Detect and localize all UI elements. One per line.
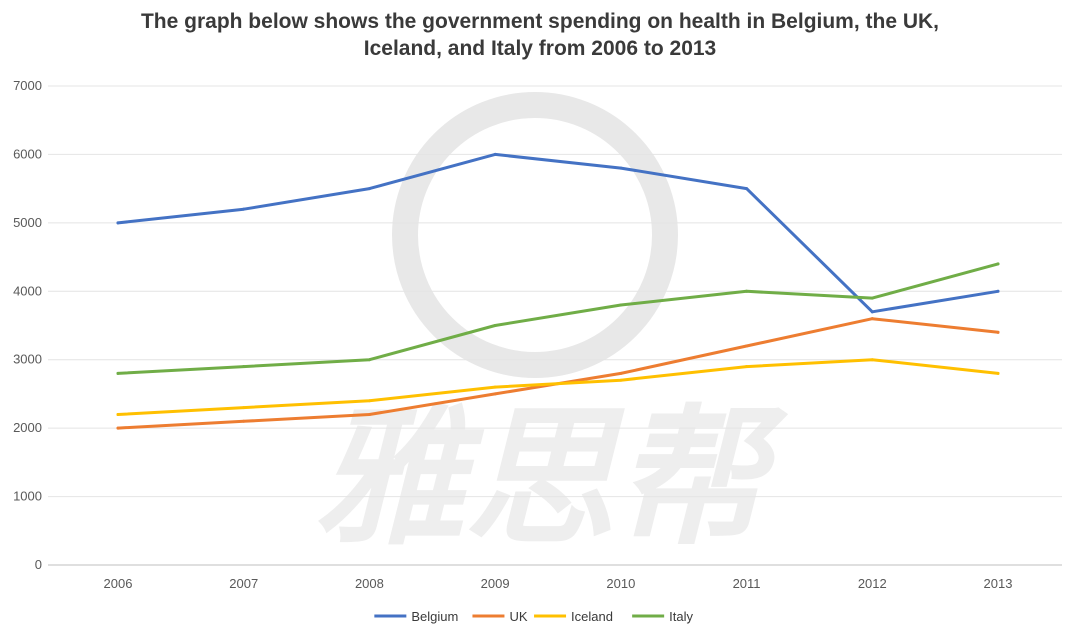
legend-label-belgium: Belgium <box>411 609 458 624</box>
data-point-iceland <box>242 406 246 410</box>
data-point-italy <box>996 262 1000 266</box>
data-point-belgium <box>116 221 120 225</box>
data-point-belgium <box>367 187 371 191</box>
data-point-uk <box>870 317 874 321</box>
data-point-uk <box>745 344 749 348</box>
data-point-uk <box>116 426 120 430</box>
y-tick-label: 4000 <box>13 283 42 298</box>
data-point-iceland <box>996 371 1000 375</box>
series-lines <box>116 152 1000 430</box>
data-point-iceland <box>367 399 371 403</box>
y-tick-label: 7000 <box>13 78 42 93</box>
x-tick-label: 2006 <box>104 576 133 591</box>
data-point-italy <box>242 365 246 369</box>
legend: Belgium UK Iceland Italy <box>374 609 693 624</box>
x-tick-label: 2012 <box>858 576 887 591</box>
data-point-italy <box>493 324 497 327</box>
chart-title-line-2: Iceland, and Italy from 2006 to 2013 <box>363 37 717 60</box>
chart-title: The graph below shows the government spe… <box>0 8 1080 62</box>
legend-label-iceland: Iceland <box>571 609 613 624</box>
data-point-uk <box>367 412 371 416</box>
data-point-uk <box>619 371 623 375</box>
data-point-italy <box>367 358 371 362</box>
data-point-belgium <box>619 166 623 170</box>
series-line-iceland <box>116 358 1000 416</box>
series-line-belgium <box>116 152 1000 314</box>
watermark-text: 雅思帮 <box>315 392 789 566</box>
x-tick-label: 2007 <box>229 576 258 591</box>
x-tick-label: 2010 <box>606 576 635 591</box>
y-tick-label: 1000 <box>13 489 42 504</box>
y-tick-label: 0 <box>35 557 42 572</box>
series-line-italy <box>116 262 1000 375</box>
data-point-belgium <box>996 289 1000 293</box>
data-point-iceland <box>493 385 497 389</box>
data-point-italy <box>745 289 749 293</box>
x-tick-label: 2011 <box>733 576 761 591</box>
x-tick-label: 2008 <box>355 576 384 591</box>
y-tick-label: 6000 <box>13 146 42 161</box>
y-axis-ticks: 0 1000 2000 3000 4000 5000 6000 7000 <box>13 78 42 572</box>
data-point-uk <box>996 330 1000 334</box>
y-tick-label: 2000 <box>13 420 42 435</box>
data-point-uk <box>242 419 246 423</box>
data-point-italy <box>619 303 623 307</box>
data-point-belgium <box>870 310 874 314</box>
data-point-uk <box>493 392 497 396</box>
data-point-iceland <box>116 412 120 416</box>
data-point-belgium <box>493 152 497 156</box>
watermark-ring <box>392 92 678 378</box>
data-point-iceland <box>745 365 749 369</box>
legend-label-italy: Italy <box>669 609 693 624</box>
legend-label-uk: UK <box>509 609 527 624</box>
y-tick-label: 5000 <box>13 215 42 230</box>
data-point-iceland <box>870 358 874 362</box>
data-point-belgium <box>242 207 246 211</box>
data-point-italy <box>870 296 874 300</box>
y-tick-label: 3000 <box>13 352 42 367</box>
data-point-belgium <box>745 187 749 191</box>
data-point-iceland <box>619 378 623 382</box>
chart-title-line-1: The graph below shows the government spe… <box>140 10 940 33</box>
x-tick-label: 2009 <box>481 576 510 591</box>
data-point-italy <box>116 371 120 375</box>
watermark-logo: 雅思帮 <box>315 92 789 566</box>
x-tick-label: 2013 <box>984 576 1013 591</box>
x-axis-ticks: 2006 2007 2008 2009 2010 2011 2012 2013 <box>104 576 1013 591</box>
